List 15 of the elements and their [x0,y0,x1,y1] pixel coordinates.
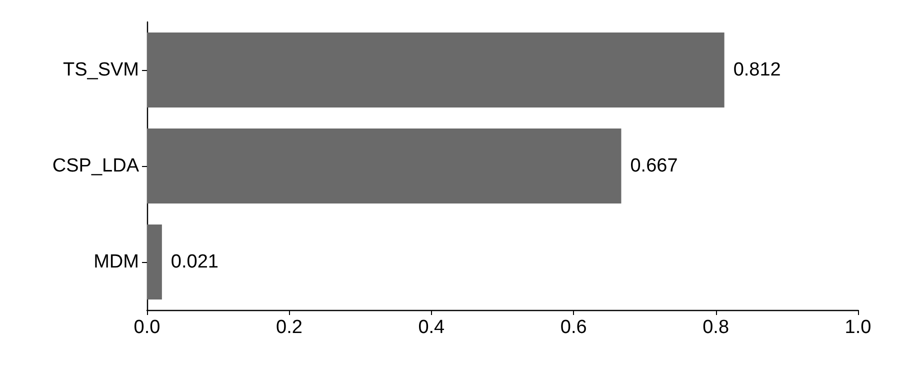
data-label: 0.667 [630,156,678,176]
data-label: 0.812 [733,60,781,80]
bar [147,224,162,300]
x-tick-label: 0.2 [276,317,302,338]
x-tick-label: 0.4 [418,317,446,338]
y-tick-label: MDM [94,252,139,272]
x-tick-label: 0.6 [560,317,587,338]
y-tick-label: CSP_LDA [52,156,140,176]
bar [147,128,622,204]
x-tick-label: 1.0 [844,317,872,338]
x-tick-label: 0.8 [702,317,730,338]
y-tick-label: TS_SVM [62,60,139,80]
bar [147,32,724,108]
x-tick-label: 0.0 [134,317,160,338]
data-label: 0.021 [170,252,218,272]
